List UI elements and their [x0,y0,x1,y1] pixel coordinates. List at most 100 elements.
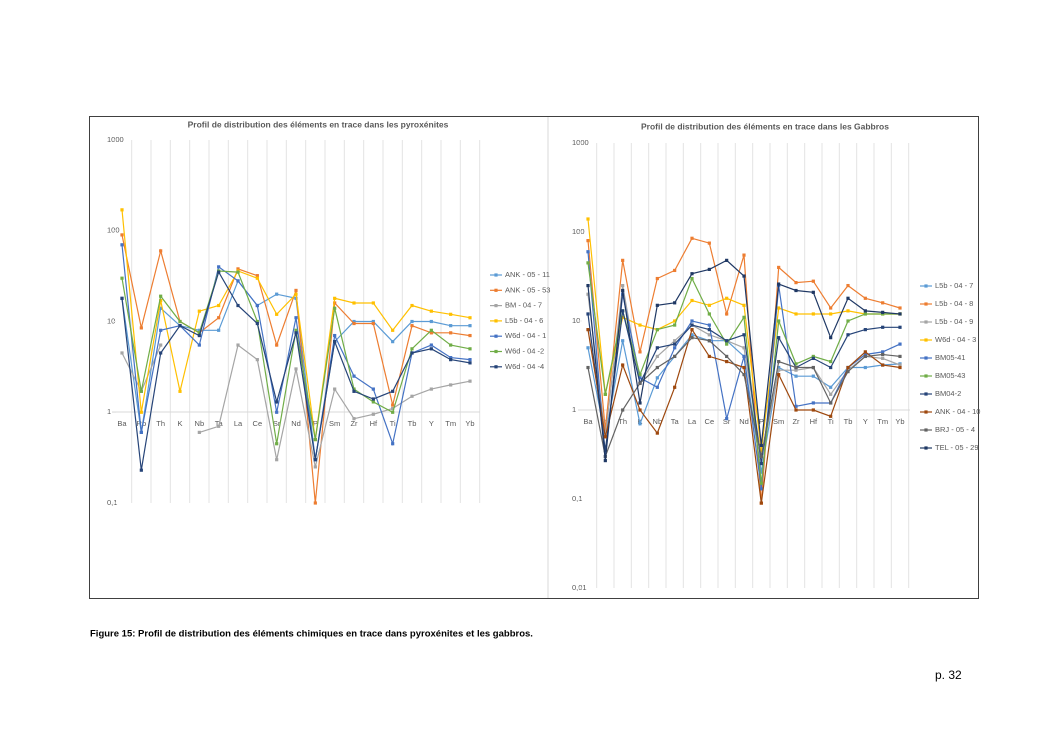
x-tick-label: Nd [291,419,301,428]
data-point [352,417,356,421]
data-point [655,276,659,281]
data-point [794,288,798,293]
x-tick-label: Sm [329,419,340,428]
data-point [352,387,356,391]
x-tick-label: Th [156,419,165,428]
data-point [794,312,798,316]
data-point [275,458,279,462]
x-tick-label: Tb [844,417,853,426]
data-point [707,323,711,327]
data-point [759,454,763,459]
data-point [759,443,763,448]
data-point [725,312,729,316]
data-point [829,365,833,370]
data-point [197,328,201,332]
data-point [742,315,746,319]
legend-label: L5b - 04 - 9 [935,317,973,326]
data-point [690,236,694,240]
legend-marker [494,288,498,292]
data-point [655,431,659,435]
data-point [846,333,850,337]
data-point [391,389,395,393]
data-point [777,372,781,377]
legend-marker [494,304,498,308]
data-point [638,408,642,412]
data-point [313,437,317,442]
data-point [846,365,850,370]
data-point [275,400,279,404]
data-point [638,381,642,385]
data-point [391,410,395,414]
data-point [371,321,375,326]
data-point [759,470,763,474]
data-point [371,412,375,416]
data-point [655,376,659,380]
data-point [371,400,375,404]
data-point [673,268,677,273]
data-point [371,387,375,391]
data-point [449,331,453,335]
data-point [777,368,781,372]
data-point [352,389,356,393]
data-point [881,325,885,329]
data-point [811,356,815,360]
x-tick-label: Sr [273,419,281,428]
data-point [197,430,201,434]
data-point [638,323,642,327]
data-point [898,354,902,359]
data-point [707,339,711,343]
data-point [707,333,711,337]
data-point [725,258,729,262]
page-number: p. 32 [935,668,962,682]
data-point [159,328,163,332]
legend-label: L5b - 04 - 6 [505,316,543,325]
data-point [294,316,298,320]
data-point [811,365,815,370]
data-point [333,306,337,310]
data-point [863,309,867,313]
legend-marker [924,392,928,396]
data-point [690,336,694,340]
x-tick-label: Tb [408,419,417,428]
data-point [313,501,317,505]
data-point [586,261,590,265]
legend-marker [924,446,928,450]
data-point [333,296,337,300]
data-point [429,331,433,335]
x-tick-label: Nb [195,419,205,428]
data-point [777,319,781,323]
data-point [410,324,414,328]
x-tick-label: La [234,419,243,428]
data-point [294,288,298,293]
data-point [352,319,356,324]
data-point [468,361,472,365]
data-point [725,354,729,359]
data-point [673,301,677,305]
data-point [275,343,279,347]
legend-marker [494,365,498,369]
data-point [621,283,625,288]
data-point [391,328,395,332]
data-point [655,303,659,307]
x-tick-label: Y [863,417,868,426]
x-tick-label: Sr [723,417,731,426]
data-point [742,274,746,278]
data-point [898,342,902,346]
x-tick-label: Ta [671,417,680,426]
data-point [863,365,867,370]
data-point [139,389,143,393]
data-point [603,459,607,463]
y-tick-label: 0,1 [107,498,117,507]
data-point [255,303,259,308]
data-point [638,376,642,380]
data-point [236,267,240,271]
data-point [429,319,433,324]
data-point [275,292,279,296]
data-point [255,321,259,326]
data-point [707,312,711,316]
x-tick-label: K [177,419,182,428]
x-tick-label: La [688,417,697,426]
data-point [586,250,590,254]
data-point [742,253,746,257]
